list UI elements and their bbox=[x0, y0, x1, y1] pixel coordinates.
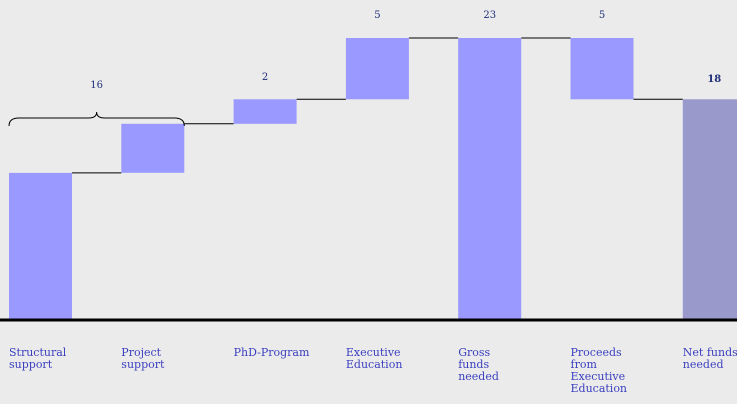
bar-5 bbox=[570, 38, 634, 100]
bar-4 bbox=[458, 38, 522, 320]
category-label-1: Project support bbox=[121, 346, 165, 371]
brace-label: 16 bbox=[90, 80, 103, 91]
category-label-4: Gross funds needed bbox=[458, 346, 499, 383]
brace-path bbox=[8, 111, 185, 127]
bar-0 bbox=[9, 172, 72, 320]
category-label-6: Net funds needed bbox=[683, 346, 737, 371]
category-label-5: Proceeds from Executive Education bbox=[571, 346, 628, 395]
value-label-3: 5 bbox=[374, 10, 380, 21]
category-labels: Structural support Project support PhD-Progr… bbox=[9, 346, 737, 395]
category-label-0: Structural support bbox=[9, 346, 67, 371]
value-label-2: 2 bbox=[262, 72, 268, 83]
connector-lines bbox=[72, 37, 683, 174]
bar-1 bbox=[121, 123, 185, 173]
category-label-2: PhD-Program bbox=[234, 346, 310, 359]
bar-3 bbox=[345, 38, 409, 100]
value-label-6: 18 bbox=[707, 74, 721, 85]
value-label-5: 5 bbox=[599, 10, 605, 21]
value-labels: 2 5 23 5 18 bbox=[262, 10, 721, 85]
bar-2 bbox=[233, 99, 297, 124]
category-label-3: Executive Education bbox=[346, 346, 403, 371]
value-label-4: 23 bbox=[483, 10, 496, 21]
bars bbox=[9, 38, 737, 320]
brace-annotation: 16 bbox=[8, 80, 185, 127]
bar-6 bbox=[682, 99, 737, 320]
